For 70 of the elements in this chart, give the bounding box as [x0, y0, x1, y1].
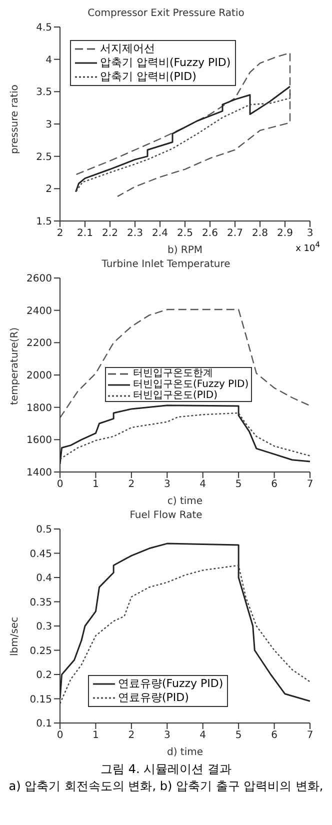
legend-label: 연료유량(PID) — [118, 691, 189, 705]
text: x 10$^{4}$ — [296, 240, 320, 254]
y-tick-label: 1600 — [26, 435, 52, 446]
y-tick-label: 0.35 — [30, 597, 52, 608]
x-tick-label: 3 — [164, 479, 170, 490]
x-tick-label: 5 — [235, 479, 242, 490]
legend-label: 터빈입구온도(PID) — [133, 390, 218, 401]
x-tick-label: 2 — [128, 730, 135, 742]
y-axis-title: lbm/sec — [10, 616, 21, 656]
y-tick-label: 2600 — [26, 274, 52, 285]
legend-label: 터빈입구온도(Fuzzy PID) — [133, 379, 249, 390]
x-tick-label: 2 — [128, 479, 135, 490]
x-tick-label: 6 — [271, 479, 278, 490]
legend-label: 서지제어선 — [100, 42, 155, 56]
x-tick-label: 0 — [56, 730, 64, 742]
x-tick-label: 5 — [235, 730, 242, 742]
x-axis-title: d) time — [166, 747, 204, 758]
y-tick-label: 2200 — [26, 338, 52, 350]
x-tick-label: 2.8 — [252, 228, 268, 240]
x-tick-label: 3 — [306, 228, 314, 240]
x-tick-label: 4 — [200, 730, 206, 742]
legend-label: 압축기 압력비(PID) — [100, 70, 196, 84]
x-tick-label: 2.2 — [102, 228, 118, 240]
x-tick-label: 1 — [92, 479, 99, 490]
x-axis-title: c) time — [167, 496, 203, 507]
x-tick-label: 7 — [306, 730, 314, 742]
x-tick-label: 2 — [56, 228, 64, 240]
legend-label: 연료유량(Fuzzy PID) — [118, 677, 224, 691]
x-tick-label: 4 — [200, 479, 206, 490]
x-tick-label: 2.4 — [152, 228, 168, 240]
y-tick-label: 1800 — [26, 402, 52, 414]
caption: 그림 4. 시뮬레이션 결과 — [100, 761, 232, 778]
x-tick-label: 0 — [56, 479, 64, 490]
y-tick-label: 0.3 — [36, 622, 52, 633]
x-tick-label: 2.3 — [127, 228, 143, 240]
y-tick-label: 2000 — [26, 370, 52, 382]
x-tick-label: 2.5 — [177, 228, 193, 240]
x-axis-title: b) RPM — [167, 245, 203, 256]
y-axis-title: temperature(R) — [10, 327, 21, 405]
y-tick-label: 4 — [46, 54, 52, 66]
x-tick-label: 2.7 — [227, 228, 243, 240]
y-tick-label: 4.5 — [36, 22, 52, 34]
y-tick-label: 1400 — [26, 468, 52, 479]
legend-label: 압축기 압력비(Fuzzy PID) — [100, 56, 231, 70]
x-tick-label: 2.9 — [277, 228, 293, 240]
y-tick-label: 0.25 — [30, 646, 52, 657]
y-tick-label: 0.5 — [36, 524, 52, 536]
y-tick-label: 0.15 — [30, 694, 52, 706]
y-axis-title: pressure ratio — [10, 84, 21, 154]
chart-title: Turbine Inlet Temperature — [100, 259, 232, 272]
chart-title: Compressor Exit Pressure Ratio — [86, 8, 246, 21]
legend-label: 터빈입구온도한계 — [133, 368, 213, 379]
y-tick-label: 0.2 — [36, 670, 52, 682]
x-tick-label: 6 — [271, 730, 278, 742]
text: a) 압축기 회전속도의 변화, b) 압축기 출구 압력비의 변화, — [8, 778, 324, 795]
y-tick-label: 0.4 — [36, 573, 52, 584]
y-tick-label: 2.5 — [36, 152, 52, 163]
chart-title: Fuel Flow Rate — [128, 510, 204, 523]
x-tick-label: 1 — [92, 730, 99, 742]
x-tick-label: 3 — [164, 730, 170, 742]
y-tick-label: 0.45 — [30, 548, 52, 560]
x-tick-label: 2.6 — [202, 228, 218, 240]
y-tick-label: 3.5 — [36, 87, 52, 98]
y-tick-label: 1.5 — [36, 216, 52, 228]
y-tick-label: 3 — [46, 120, 52, 131]
x-tick-label: 7 — [306, 479, 314, 490]
y-tick-label: 2 — [46, 184, 52, 196]
y-tick-label: 2400 — [26, 306, 52, 317]
x-tick-label: 2.1 — [77, 228, 93, 240]
y-tick-label: 0.1 — [36, 718, 52, 730]
